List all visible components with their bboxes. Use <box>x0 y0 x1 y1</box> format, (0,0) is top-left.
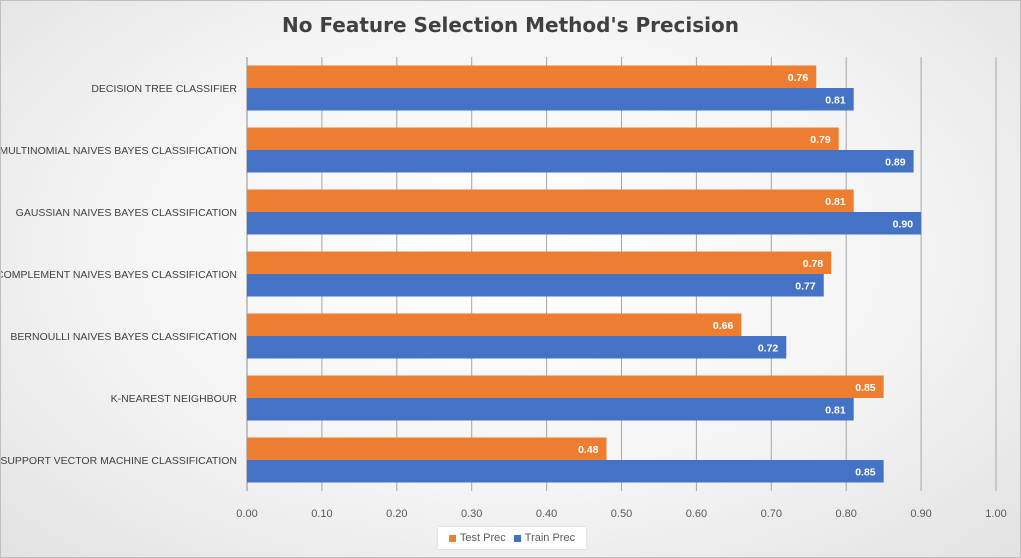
data-label: 0.85 <box>855 466 876 478</box>
legend-item-train-prec: Train Prec <box>513 532 576 544</box>
bar-train-prec <box>247 460 884 483</box>
x-tick-label: 0.70 <box>761 508 782 520</box>
x-tick-label: 0.00 <box>236 508 257 520</box>
bar-test-prec <box>247 251 832 274</box>
data-label: 0.72 <box>758 342 779 354</box>
data-label: 0.76 <box>788 72 809 84</box>
bar-test-prec <box>247 65 817 88</box>
x-tick-label: 1.00 <box>985 508 1006 520</box>
data-label: 0.48 <box>578 444 599 456</box>
x-tick-label: 0.20 <box>386 508 407 520</box>
category-label: SUPPORT VECTOR MACHINE CLASSIFICATION <box>1 455 237 467</box>
data-label: 0.85 <box>855 382 876 394</box>
bar-train-prec <box>247 336 787 359</box>
legend-item-test-prec: Test Prec <box>448 532 506 544</box>
category-label: MULTINOMIAL NAIVES BAYES CLASSIFICATION <box>1 145 237 157</box>
category-label: K-NEAREST NEIGHBOUR <box>111 393 238 405</box>
x-tick-label: 0.90 <box>910 508 931 520</box>
x-tick-label: 0.60 <box>686 508 707 520</box>
category-label: GAUSSIAN NAIVES BAYES CLASSIFICATION <box>16 207 237 219</box>
x-tick-label: 0.80 <box>835 508 856 520</box>
legend-label-test-prec: Test Prec <box>459 532 506 544</box>
x-tick-label: 0.40 <box>536 508 557 520</box>
legend-swatch-test-prec <box>448 534 456 542</box>
bar-test-prec <box>247 127 839 150</box>
data-label: 0.90 <box>893 218 914 230</box>
data-label: 0.78 <box>803 258 824 270</box>
category-label: COMPLEMENT NAIVES BAYES CLASSIFICATION <box>1 269 237 281</box>
data-label: 0.81 <box>825 404 846 416</box>
data-label: 0.79 <box>810 134 831 146</box>
category-label: BERNOULLI NAIVES BAYES CLASSIFICATION <box>10 331 237 343</box>
x-tick-label: 0.10 <box>311 508 332 520</box>
chart-legend: Test Prec Train Prec <box>438 527 586 549</box>
bar-train-prec <box>247 398 854 421</box>
data-label: 0.81 <box>825 196 846 208</box>
bar-test-prec <box>247 437 607 460</box>
legend-label-train-prec: Train Prec <box>524 532 576 544</box>
bar-train-prec <box>247 150 914 173</box>
bar-train-prec <box>247 212 922 235</box>
bar-test-prec <box>247 375 884 398</box>
bar-train-prec <box>247 274 824 297</box>
bar-test-prec <box>247 189 854 212</box>
legend-swatch-train-prec <box>513 534 521 542</box>
category-label: DECISION TREE CLASSIFIER <box>91 83 237 95</box>
bar-train-prec <box>247 88 854 111</box>
bar-test-prec <box>247 313 742 336</box>
data-label: 0.77 <box>795 280 816 292</box>
chart-title: No Feature Selection Method's Precision <box>282 13 739 37</box>
data-label: 0.89 <box>885 156 906 168</box>
x-tick-label: 0.50 <box>611 508 632 520</box>
data-label: 0.81 <box>825 94 846 106</box>
x-tick-label: 0.30 <box>461 508 482 520</box>
bar-chart-plot: 0.00 0.10 0.20 0.30 0.40 0.50 0.60 0.70 0.80 0.90… <box>1 57 1007 520</box>
data-label: 0.66 <box>713 320 734 332</box>
